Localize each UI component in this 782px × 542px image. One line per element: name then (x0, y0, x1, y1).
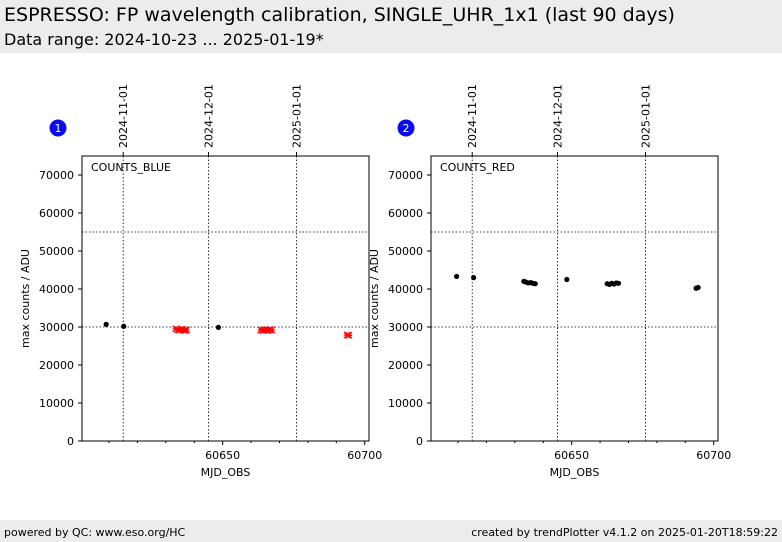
panel-label: COUNTS_RED (440, 161, 515, 174)
top-date-label: 2024-11-01 (117, 84, 130, 148)
plot-frame (81, 155, 370, 442)
data-point (532, 281, 538, 287)
chart-panel-2: 2 2024-11-01 2024-12-01 2025-01-01 0 10000 200… (368, 84, 731, 479)
panel-badge-number: 2 (403, 122, 410, 135)
panel-label: COUNTS_BLUE (91, 161, 171, 174)
data-point (345, 331, 353, 340)
data-point (695, 284, 701, 291)
data-point (182, 326, 190, 334)
plots-area: 1 2024-11-01 2024-12-01 2025-01-01 0 10000 200… (19, 84, 731, 479)
top-date-label: 2024-12-01 (551, 84, 564, 148)
y-axis-label: max counts / ADU (19, 249, 32, 348)
data-point (121, 323, 127, 329)
chart-panel-1: 1 2024-11-01 2024-12-01 2025-01-01 0 10000 200… (19, 84, 382, 479)
x-axis-label: MJD_OBS (550, 466, 600, 479)
y-tick-label: 70000 (388, 169, 423, 182)
y-tick-label: 20000 (388, 359, 423, 372)
top-date-label: 2024-11-01 (466, 84, 479, 148)
y-tick-label: 50000 (388, 245, 423, 258)
y-tick-label: 30000 (388, 321, 423, 334)
y-axis-label: max counts / ADU (368, 249, 381, 348)
data-point (615, 280, 622, 286)
y-tick-label: 10000 (39, 397, 74, 410)
y-tick-label: 40000 (39, 283, 74, 296)
y-tick-label: 40000 (388, 283, 423, 296)
y-tick-label: 0 (416, 435, 423, 448)
y-tick-label: 50000 (39, 245, 74, 258)
panel-badge-number: 1 (55, 122, 62, 135)
panel-badge (49, 119, 67, 137)
page-title: ESPRESSO: FP wavelength calibration, SIN… (4, 4, 675, 26)
x-axis-label: MJD_OBS (201, 466, 251, 479)
data-point (564, 276, 570, 283)
y-tick-label: 30000 (39, 321, 74, 334)
panel-badge (397, 119, 415, 137)
data-point (103, 321, 109, 327)
y-tick-label: 60000 (39, 207, 74, 220)
x-tick-label: 60650 (554, 449, 589, 462)
footer-created-by: created by trendPlotter v4.1.2 on 2025-0… (471, 526, 778, 539)
data-point (215, 324, 221, 330)
top-date-label: 2025-01-01 (640, 84, 653, 148)
y-tick-label: 70000 (39, 169, 74, 182)
plot-frame (430, 155, 719, 442)
top-date-label: 2025-01-01 (291, 84, 304, 148)
data-point (267, 326, 276, 334)
data-point (471, 275, 477, 281)
data-point (453, 273, 460, 280)
y-tick-label: 10000 (388, 397, 423, 410)
top-date-label: 2024-12-01 (202, 84, 215, 148)
y-tick-label: 0 (67, 435, 74, 448)
y-tick-label: 60000 (388, 207, 423, 220)
x-tick-label: 60700 (696, 449, 731, 462)
x-tick-label: 60650 (205, 449, 240, 462)
data-range-subtitle: Data range: 2024-10-23 ... 2025-01-19* (4, 30, 324, 49)
x-tick-label: 60700 (347, 449, 382, 462)
header-bar: ESPRESSO: FP wavelength calibration, SIN… (0, 0, 782, 53)
footer-bar: powered by QC: www.eso.org/HC created by… (0, 520, 782, 542)
y-tick-label: 20000 (39, 359, 74, 372)
footer-powered-by: powered by QC: www.eso.org/HC (4, 526, 186, 539)
